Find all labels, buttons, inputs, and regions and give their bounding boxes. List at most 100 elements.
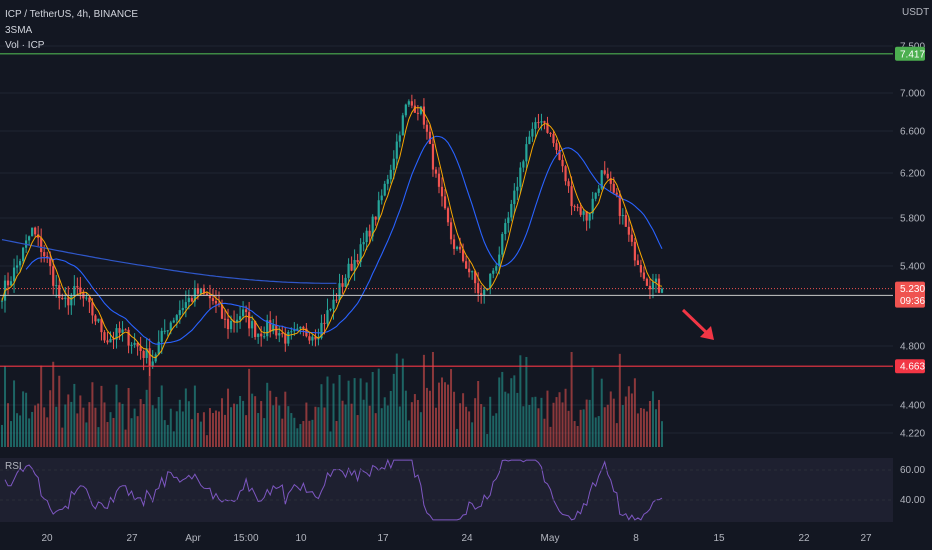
- volume-indicator-label[interactable]: Vol · ICP: [5, 40, 45, 51]
- candle-body: [639, 265, 643, 273]
- time-axis[interactable]: 20 27 Apr 15:00 10 17 24 May 8 15 22 27: [41, 533, 872, 544]
- volume-bar: [624, 396, 627, 447]
- volume-bar: [112, 417, 115, 447]
- volume-bar: [323, 407, 326, 447]
- price-tick-label: 4.800: [900, 342, 925, 353]
- candle-body: [184, 302, 187, 308]
- volume-bar: [419, 412, 422, 447]
- volume-bar: [202, 412, 205, 447]
- volume-bar: [278, 405, 281, 447]
- volume-bar: [546, 390, 549, 447]
- candle-body: [269, 320, 272, 332]
- volume-bar: [558, 392, 561, 447]
- candle-body: [389, 169, 392, 180]
- volume-bar: [492, 415, 495, 447]
- candle-body: [109, 338, 112, 343]
- candle-body: [28, 236, 31, 241]
- candle-body: [226, 319, 230, 330]
- candle-body: [395, 141, 398, 159]
- date-tick-label: Apr: [185, 533, 201, 544]
- volume-bar: [31, 411, 34, 447]
- volume-bar: [106, 422, 109, 447]
- volume-bar: [597, 416, 600, 447]
- candle-body: [103, 332, 106, 341]
- candle-body: [398, 135, 401, 142]
- candle-body: [281, 333, 284, 335]
- volume-bar: [603, 407, 606, 447]
- volume-bar: [76, 413, 79, 447]
- candle-body: [199, 288, 203, 294]
- volume-bar: [148, 367, 151, 447]
- volume-bar: [537, 408, 540, 447]
- volume-bar: [272, 405, 275, 447]
- candle-body: [67, 297, 70, 306]
- volume-bar: [58, 375, 61, 447]
- candle-body: [18, 261, 22, 266]
- candle-body: [79, 287, 82, 293]
- candle-body: [124, 329, 127, 331]
- sma-indicator-label[interactable]: 3SMA: [5, 25, 33, 36]
- candle-body: [293, 329, 296, 332]
- candle-body: [585, 211, 588, 221]
- candle-body: [483, 289, 486, 296]
- candle-body: [630, 234, 633, 242]
- candle-body: [489, 273, 492, 289]
- candle-body: [115, 328, 118, 340]
- candle-body: [208, 294, 212, 299]
- candle-body: [642, 272, 646, 279]
- candle-body: [579, 206, 582, 215]
- candle-body: [220, 304, 224, 319]
- candle-body: [284, 333, 287, 344]
- volume-bar: [630, 393, 633, 447]
- volume-bar: [540, 397, 543, 447]
- candle-body: [160, 330, 163, 342]
- candle-body: [64, 297, 67, 299]
- volume-bar: [332, 383, 335, 447]
- candle-body: [9, 281, 13, 286]
- volume-bar: [290, 413, 293, 447]
- date-tick-label: 10: [295, 533, 307, 544]
- volume-bar: [19, 415, 22, 447]
- volume-bar: [661, 421, 663, 447]
- volume-bar: [239, 395, 242, 447]
- volume-bar: [444, 382, 447, 447]
- candle-body: [172, 320, 175, 323]
- candle-body: [211, 298, 215, 301]
- candle-body: [296, 328, 299, 330]
- candle-body: [582, 211, 585, 215]
- candle-body: [597, 188, 600, 193]
- volume-bar: [16, 413, 19, 447]
- symbol-title[interactable]: ICP / TetherUS, 4h, BINANCE: [5, 9, 139, 20]
- volume-bar: [522, 406, 525, 447]
- volume-bar: [28, 418, 31, 447]
- candle-body: [359, 244, 362, 263]
- volume-bar: [401, 358, 404, 447]
- volume-bar: [22, 391, 25, 447]
- candle-body: [21, 247, 25, 262]
- volume-bar: [585, 399, 588, 447]
- volume-bar: [389, 390, 392, 447]
- volume-bar: [567, 410, 570, 447]
- candle-body: [558, 150, 561, 160]
- volume-bar: [498, 377, 501, 447]
- candle-body: [615, 192, 618, 195]
- candle-body: [278, 333, 281, 336]
- candle-body: [55, 285, 58, 287]
- volume-bar: [645, 411, 648, 447]
- volume-bar: [46, 417, 49, 447]
- candle-body: [52, 266, 55, 286]
- volume-bar: [196, 412, 199, 447]
- candle-body: [434, 169, 438, 174]
- volume-bar: [320, 384, 323, 447]
- candle-body: [552, 134, 555, 144]
- down-arrow-icon: [681, 308, 714, 340]
- volume-bar: [347, 380, 350, 447]
- volume-bar: [555, 397, 558, 447]
- resistance-tag-label: 7.417: [900, 49, 925, 60]
- candle-body: [633, 241, 636, 261]
- volume-bar: [254, 396, 257, 447]
- volume-bar: [13, 380, 16, 447]
- volume-bar: [576, 425, 579, 447]
- candle-body: [350, 263, 353, 271]
